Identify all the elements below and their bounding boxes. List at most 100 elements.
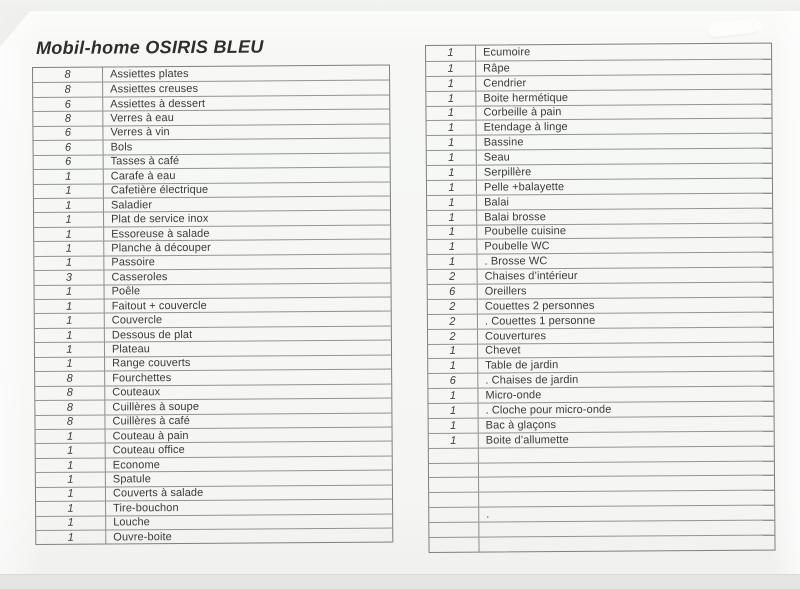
item-name-cell: Couteau à pain — [112, 429, 189, 443]
item-name-cell: Cafetière électrique — [110, 183, 209, 197]
quantity-cell: 1 — [35, 357, 106, 372]
item-name-cell: Plat de service inox — [111, 212, 209, 226]
table-row: 6 Assiettes à dessert — [33, 94, 390, 112]
item-name-cell: Couteaux — [112, 386, 161, 399]
table-row: 6 Bols — [33, 137, 390, 155]
table-row: 1 Plat de service inox — [34, 209, 391, 227]
item-name-cell: Couettes 2 personnes — [484, 299, 595, 313]
item-name-cell: Planche à découper — [111, 241, 211, 255]
item-name-cell: Oreillers — [484, 285, 527, 298]
item-name-cell: Couverts à salade — [112, 487, 204, 500]
item-name-cell: Chaises d’intérieur — [484, 270, 578, 283]
item-name-cell: Chevet — [485, 344, 521, 358]
quantity-cell: 1 — [34, 328, 105, 343]
quantity-cell: 1 — [428, 388, 479, 403]
item-name-cell: Couvertures — [484, 329, 547, 343]
quantity-cell: 1 — [427, 240, 478, 255]
table-row: 1 Range couverts — [35, 354, 392, 372]
table-row: 1 . Cloche pour micro-onde — [428, 400, 774, 418]
item-name-cell: Assiettes creuses — [110, 82, 199, 96]
item-name-cell: Boite d’allumette — [485, 433, 569, 447]
quantity-cell: 1 — [426, 180, 478, 195]
item-name-cell: Bac à glaçons — [485, 418, 557, 432]
table-row: 1 Couteau office — [35, 440, 392, 458]
item-name-cell: Louche — [113, 516, 150, 529]
quantity-cell: 2 — [427, 329, 479, 344]
quantity-cell: 1 — [426, 91, 477, 106]
quantity-cell: 1 — [34, 313, 105, 328]
quantity-cell — [429, 522, 480, 537]
table-row: 6 . Chaises de jardin — [428, 370, 774, 389]
item-name-cell — [479, 491, 774, 507]
table-row: 1 Carafe à eau — [33, 166, 390, 184]
item-name-cell: Ouvre-boite — [113, 530, 172, 544]
table-row: 1 Seau — [426, 147, 772, 165]
item-name-cell: Cuillères à soupe — [112, 400, 200, 414]
table-row: 1 Micro-onde — [428, 385, 774, 403]
inventory-table-left: 8 Assiettes plates 8 Assiettes creuses 6 Assi… — [32, 64, 394, 546]
item-name-cell: Bassine — [483, 136, 524, 149]
quantity-cell: 1 — [35, 472, 106, 487]
quantity-cell: 1 — [426, 121, 477, 136]
table-row: 1 Serpillère — [426, 162, 772, 180]
quantity-cell: 1 — [427, 210, 478, 225]
table-row: 1 Bassine — [426, 132, 772, 151]
table-row: 1 Balai — [427, 192, 773, 210]
quantity-cell: 2 — [427, 269, 478, 284]
table-row: 1 Tire-bouchon — [36, 498, 393, 516]
item-name-cell: Spatule — [112, 473, 151, 486]
item-name-cell: Pelle +balayette — [483, 180, 565, 194]
table-row: 1 Ouvre-boite — [36, 527, 393, 545]
table-row: 8 Fourchettes — [35, 368, 392, 386]
quantity-cell: 1 — [33, 184, 104, 198]
item-name-cell: Essoreuse à salade — [111, 227, 210, 240]
table-row: 8 Assiettes plates — [33, 66, 389, 83]
item-name-cell: Serpillère — [483, 166, 532, 179]
item-name-cell — [479, 461, 774, 477]
item-name-cell: Table de jardin — [485, 359, 559, 372]
quantity-cell: 1 — [35, 487, 107, 502]
table-row: 1 Cafetière électrique — [33, 181, 390, 198]
quantity-cell: 1 — [428, 433, 479, 448]
quantity-cell: 1 — [426, 106, 477, 121]
quantity-cell: 1 — [34, 342, 106, 357]
quantity-cell: 6 — [33, 155, 104, 170]
quantity-cell: 2 — [427, 299, 478, 314]
quantity-cell: 1 — [427, 254, 478, 270]
quantity-cell: 6 — [428, 373, 479, 389]
item-name-cell: Fourchettes — [112, 371, 172, 385]
table-row: 2 . Couettes 1 personne — [427, 311, 773, 329]
item-name-cell: Boite hermétique — [483, 91, 569, 105]
table-row: 1 Faitout + couvercle — [34, 296, 391, 314]
quantity-cell: 2 — [427, 314, 478, 329]
item-name-cell: Saladier — [110, 198, 153, 212]
quantity-cell: 8 — [35, 414, 106, 429]
table-row: 1 Bac à glaçons — [428, 415, 774, 433]
table-row: 1 Plateau — [34, 339, 392, 357]
table-row: 1 Pelle +balayette — [426, 177, 773, 195]
quantity-cell: 1 — [426, 165, 477, 180]
quantity-cell — [429, 537, 480, 552]
table-row: 2 Couettes 2 personnes — [427, 296, 773, 314]
quantity-cell: 1 — [34, 212, 105, 227]
quantity-cell — [429, 507, 480, 522]
table-row: 1 Table de jardin — [428, 355, 774, 374]
table-row — [429, 519, 775, 537]
quantity-cell — [429, 478, 480, 493]
table-row: 1 Ecumoire — [426, 44, 771, 61]
quantity-cell: 1 — [34, 256, 105, 271]
quantity-cell: 8 — [33, 82, 104, 97]
item-name-cell: Passoire — [111, 256, 156, 269]
table-row: 1 Boite hermétique — [426, 88, 772, 106]
table-row: 1 Couvercle — [34, 310, 391, 328]
item-name-cell: Râpe — [483, 62, 510, 75]
table-row: 8 Couteaux — [35, 383, 392, 401]
table-row: 1 Planche à découper — [34, 238, 391, 256]
item-name-cell: Econome — [112, 458, 160, 471]
item-name-cell: Couvercle — [111, 314, 163, 327]
item-name-cell: . Brosse WC — [484, 255, 548, 268]
quantity-cell: 1 — [36, 530, 107, 545]
quantity-cell: 1 — [426, 76, 477, 91]
table-row — [429, 474, 775, 493]
table-row: 1 Boite d’allumette — [428, 430, 774, 448]
